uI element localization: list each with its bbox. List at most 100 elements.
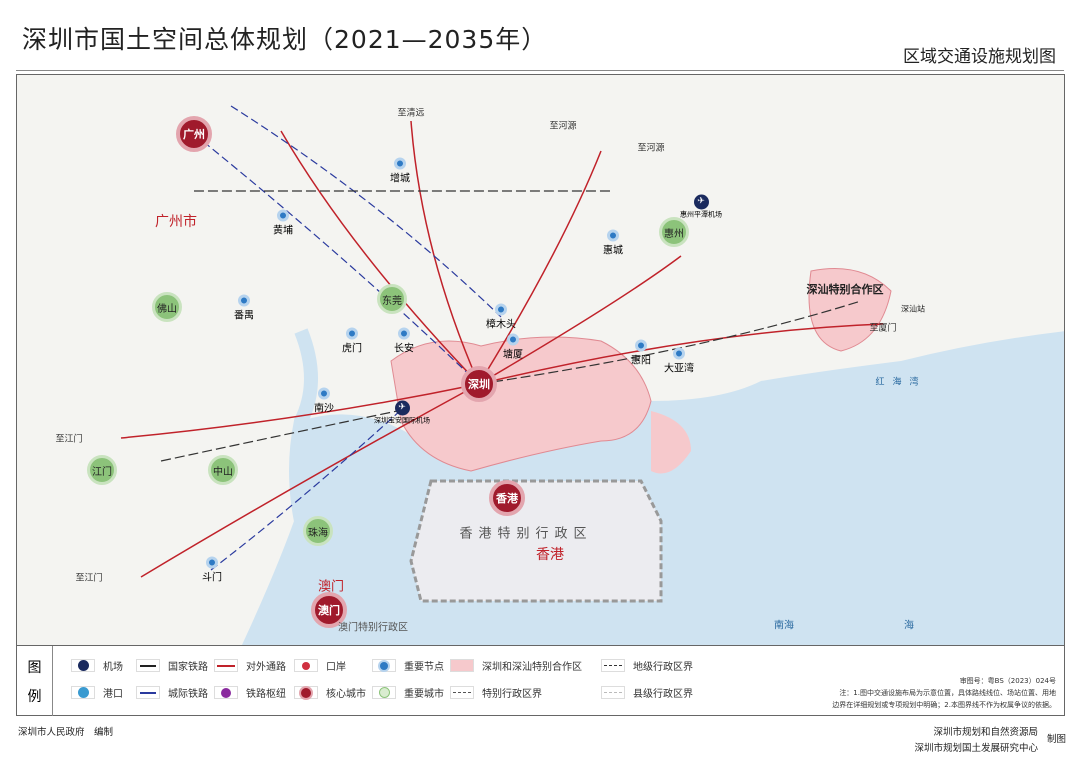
node-label: 惠阳 xyxy=(631,355,651,367)
rail-hub-icon xyxy=(214,686,238,699)
intercity-rails xyxy=(193,105,502,571)
org-1: 深圳市规划和自然资源局 xyxy=(933,727,1038,738)
map-label-text: 至河源 xyxy=(637,143,665,154)
map-label: 红海湾 xyxy=(875,375,926,388)
map-label: 至厦门 xyxy=(869,321,896,334)
node-marker[interactable]: 长安 xyxy=(394,327,414,355)
legend-item: 城际铁路 xyxy=(136,685,208,700)
node-marker[interactable]: 樟木头 xyxy=(486,303,516,331)
node-icon xyxy=(673,347,685,360)
legend-title-2: 例 xyxy=(27,688,42,705)
important-city-marker[interactable]: 中山 xyxy=(208,455,238,485)
core-city-icon xyxy=(294,686,318,699)
node-label: 黄埔 xyxy=(273,225,293,237)
map-label-text: 至河源 xyxy=(549,121,577,132)
map-label: 海 xyxy=(904,617,914,632)
node-label: 长安 xyxy=(394,343,414,355)
node-label: 虎门 xyxy=(342,343,362,355)
prefecture-boundary-icon xyxy=(601,659,625,672)
node-marker[interactable]: 大亚湾 xyxy=(664,347,694,375)
airport-icon: ✈ xyxy=(394,400,410,416)
core-city-marker[interactable]: 澳门 xyxy=(311,592,347,628)
pearl-river xyxy=(289,328,318,523)
important-city-label: 惠州 xyxy=(659,217,689,247)
important-city-marker[interactable]: 江门 xyxy=(87,455,117,485)
port-of-entry-icon xyxy=(294,659,318,672)
legend-item: 铁路枢纽 xyxy=(214,685,286,700)
legend-label: 县级行政区界 xyxy=(633,689,693,700)
legend-item: 机场 xyxy=(71,658,123,673)
legend-item: 县级行政区界 xyxy=(601,685,693,700)
node-label: 南沙 xyxy=(314,403,334,415)
map-label: 至江门 xyxy=(75,571,102,584)
node-icon xyxy=(607,229,619,242)
map-label-text: 至江门 xyxy=(75,573,103,584)
external-road-icon xyxy=(214,659,238,672)
node-icon xyxy=(635,339,647,352)
map-label: 深汕站 xyxy=(901,304,925,315)
important-city-marker[interactable]: 惠州 xyxy=(659,217,689,247)
legend-label: 特别行政区界 xyxy=(482,689,542,700)
node-marker[interactable]: 南沙 xyxy=(314,387,334,415)
legend-item: 特别行政区界 xyxy=(450,685,542,700)
node-icon xyxy=(372,659,396,672)
legend-item: 口岸 xyxy=(294,658,346,673)
external-roads xyxy=(120,120,884,578)
compiler: 深圳市人民政府 编制 xyxy=(18,727,114,738)
node-marker[interactable]: 惠城 xyxy=(603,229,623,257)
map-label-text: 香港 xyxy=(536,547,564,563)
legend-item: 核心城市 xyxy=(294,685,366,700)
node-label: 大亚湾 xyxy=(664,363,694,375)
map-label: 至清远 xyxy=(397,106,424,119)
legend-label: 铁路枢纽 xyxy=(246,689,286,700)
map-label-text: 海 xyxy=(904,620,914,632)
legend-title: 图例 xyxy=(17,646,53,716)
node-marker[interactable]: 斗门 xyxy=(202,556,222,584)
core-city-label: 香港 xyxy=(489,480,525,516)
important-city-label: 东莞 xyxy=(377,284,407,314)
shenshan-area xyxy=(808,268,892,352)
node-marker[interactable]: 番禺 xyxy=(234,294,254,322)
node-icon xyxy=(318,387,330,400)
important-city-marker[interactable]: 珠海 xyxy=(303,516,333,546)
node-marker[interactable]: 黄埔 xyxy=(273,209,293,237)
airport-marker[interactable]: ✈ 深圳宝安国际机场 xyxy=(374,400,430,426)
node-marker[interactable]: 虎门 xyxy=(342,327,362,355)
note-line-2: 边界在详细规划或专项规划中明确；2.本图界线不作为权属争议的依据。 xyxy=(832,701,1056,709)
node-label: 惠城 xyxy=(603,245,623,257)
airport-marker[interactable]: ✈ 惠州平潭机场 xyxy=(680,194,722,220)
map-label: 广州市 xyxy=(155,211,197,231)
node-icon xyxy=(507,333,519,346)
node-marker[interactable]: 增城 xyxy=(390,157,410,185)
legend-title-1: 图 xyxy=(27,659,42,676)
important-city-marker[interactable]: 佛山 xyxy=(152,292,182,322)
node-marker[interactable]: 惠阳 xyxy=(631,339,651,367)
legend-item: 深圳和深汕特别合作区 xyxy=(450,658,582,673)
node-icon xyxy=(398,327,410,340)
node-marker[interactable]: 塘厦 xyxy=(503,333,523,361)
node-icon xyxy=(346,327,358,340)
map-label: 深汕特别合作区 xyxy=(807,281,884,297)
legend-label: 机场 xyxy=(103,662,123,673)
legend-label: 对外通路 xyxy=(246,662,286,673)
map-label-text: 广州市 xyxy=(155,214,197,230)
legend-label: 重要节点 xyxy=(404,662,444,673)
map-label: 澳门特别行政区 xyxy=(338,619,408,634)
core-city-marker[interactable]: 广州 xyxy=(176,116,212,152)
core-city-marker[interactable]: 深圳 xyxy=(461,366,497,402)
core-city-marker[interactable]: 香港 xyxy=(489,480,525,516)
legend-item: 重要城市 xyxy=(372,685,444,700)
legend-label: 重要城市 xyxy=(404,689,444,700)
important-city-marker[interactable]: 东莞 xyxy=(377,284,407,314)
page-title: 深圳市国土空间总体规划（2021—2035年） xyxy=(22,25,548,54)
map[interactable]: 广州深圳香港澳门 佛山 东莞 惠州江门 中山珠海 增城黄埔番禺虎门 长安南沙 樟木头 塘厦 惠城惠… xyxy=(16,74,1065,646)
divider xyxy=(16,70,1064,71)
node-label: 斗门 xyxy=(202,572,222,584)
county-boundary-icon xyxy=(601,686,625,699)
node-icon xyxy=(206,556,218,569)
map-label-text: 南海 xyxy=(774,620,794,632)
core-city-label: 深圳 xyxy=(461,366,497,402)
national-rail-icon xyxy=(136,659,160,672)
map-label: 南海 xyxy=(774,617,794,632)
map-label-text: 至厦门 xyxy=(869,323,897,334)
